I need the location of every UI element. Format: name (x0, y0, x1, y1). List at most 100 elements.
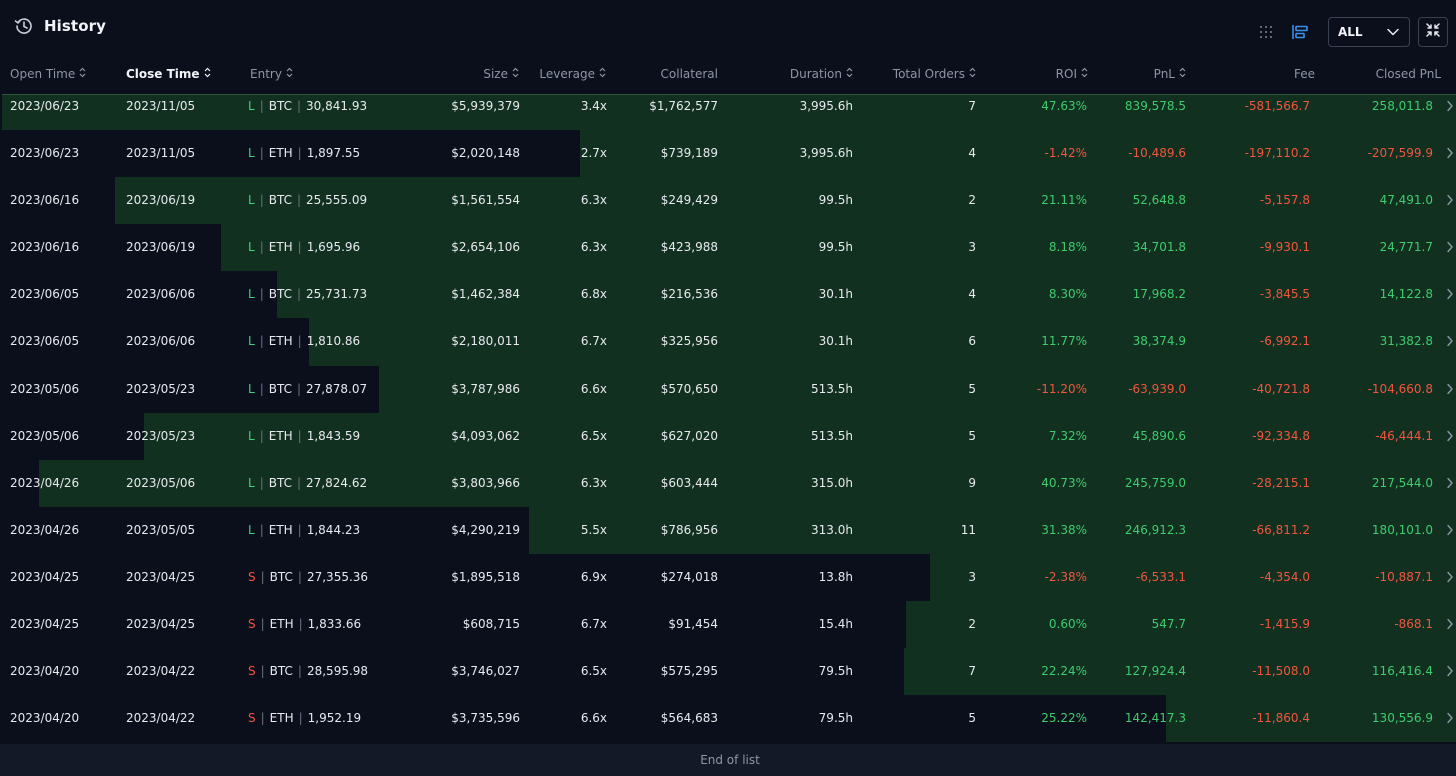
column-header-close-time[interactable]: Close Time (126, 67, 211, 81)
column-header-leverage[interactable]: Leverage (539, 67, 606, 81)
cell-roi: -11.20% (1036, 381, 1087, 396)
filter-select[interactable]: ALL (1328, 17, 1410, 47)
entry-price: 1,695.96 (306, 240, 361, 255)
table-row[interactable]: 2023/06/23 2023/11/05 L | ETH | 1,897.55 $2,020… (0, 130, 1456, 178)
cell-duration: 513.5h (811, 428, 853, 443)
chevron-right-icon[interactable] (1446, 430, 1454, 445)
asset-symbol: BTC (268, 99, 292, 113)
cell-leverage: 6.6x (580, 381, 607, 396)
cell-total-orders: 3 (968, 569, 976, 584)
entry-price: 1,844.23 (306, 522, 361, 537)
column-header-total-orders[interactable]: Total Orders (893, 67, 976, 81)
sort-icon (599, 67, 606, 81)
separator: | (297, 569, 302, 584)
entry-price: 27,355.36 (306, 569, 369, 584)
cell-leverage: 6.3x (580, 193, 607, 208)
cell-leverage: 6.5x (580, 664, 607, 679)
cell-close-time: 2023/05/05 (126, 522, 196, 537)
column-header-open-time[interactable]: Open Time (10, 67, 86, 81)
row-pnl-bar (905, 601, 1456, 649)
table-row[interactable]: 2023/06/05 2023/06/06 L | ETH | 1,810.86 $2,180… (0, 318, 1456, 366)
cell-open-time: 2023/04/25 (10, 617, 80, 632)
cell-leverage: 2.7x (580, 146, 607, 161)
cell-size: $1,561,554 (451, 193, 520, 208)
cell-entry: L | BTC | 25,731.73 (248, 287, 367, 301)
chevron-right-icon[interactable] (1446, 194, 1454, 209)
column-header-size[interactable]: Size (483, 67, 519, 81)
cell-closed-pnl: -46,444.1 (1375, 428, 1433, 443)
table-row[interactable]: 2023/06/16 2023/06/19 L | BTC | 25,555.09 $1,56… (0, 177, 1456, 225)
column-header-label: Duration (789, 67, 842, 81)
table-row[interactable]: 2023/04/25 2023/04/25 S | ETH | 1,833.66 $608,7… (0, 601, 1456, 649)
cell-collateral: $564,683 (660, 711, 718, 726)
cell-collateral: $249,429 (660, 193, 718, 208)
chevron-right-icon[interactable] (1446, 288, 1454, 303)
cell-open-time: 2023/06/23 (10, 146, 80, 161)
grid-icon[interactable] (1252, 17, 1280, 47)
cell-fee: -28,215.1 (1252, 475, 1310, 490)
column-header-label: Collateral (660, 67, 718, 81)
cell-leverage: 6.3x (580, 240, 607, 255)
cell-open-time: 2023/06/16 (10, 193, 80, 208)
row-pnl-bar (378, 365, 1456, 413)
chevron-right-icon[interactable] (1446, 477, 1454, 492)
panel-header: History ALL (0, 0, 1456, 56)
chevron-right-icon[interactable] (1446, 712, 1454, 727)
sort-icon (1179, 67, 1186, 81)
chevron-right-icon[interactable] (1446, 241, 1454, 256)
cell-closed-pnl: 217,544.0 (1371, 475, 1433, 490)
separator: | (298, 711, 303, 726)
cell-close-time: 2023/05/23 (126, 381, 196, 396)
layout-icon[interactable] (1286, 17, 1314, 47)
table-row[interactable]: 2023/04/26 2023/05/05 L | ETH | 1,844.23 $4,290… (0, 506, 1456, 554)
table-row[interactable]: 2023/04/20 2023/04/22 S | BTC | 28,595.98 $3,74… (0, 648, 1456, 696)
cell-pnl: 246,912.3 (1124, 522, 1186, 537)
cell-fee: -11,508.0 (1252, 664, 1310, 679)
cell-open-time: 2023/04/20 (10, 711, 80, 726)
table-row[interactable]: 2023/04/20 2023/04/22 S | ETH | 1,952.19 $3,735… (0, 695, 1456, 743)
asset-symbol: BTC (268, 193, 292, 208)
chevron-right-icon[interactable] (1446, 524, 1454, 539)
chevron-right-icon[interactable] (1446, 665, 1454, 680)
cell-collateral: $91,454 (668, 617, 718, 632)
column-header-entry[interactable]: Entry (250, 67, 293, 81)
cell-fee: -92,334.8 (1252, 428, 1310, 443)
cell-collateral: $739,189 (660, 146, 718, 161)
table-row[interactable]: 2023/06/23 2023/11/05 L | BTC | 30,841.93 $5,93… (0, 83, 1456, 130)
cell-total-orders: 4 (968, 146, 976, 161)
chevron-right-icon[interactable] (1446, 571, 1454, 586)
chevron-right-icon[interactable] (1446, 335, 1454, 350)
cell-total-orders: 5 (968, 711, 976, 726)
cell-size: $608,715 (462, 617, 520, 632)
chevron-right-icon[interactable] (1446, 147, 1454, 162)
cell-size: $1,462,384 (451, 287, 520, 302)
separator: | (297, 240, 302, 255)
column-header-duration[interactable]: Duration (790, 67, 853, 81)
column-header-roi[interactable]: ROI (1056, 67, 1088, 81)
table-row[interactable]: 2023/04/26 2023/05/06 L | BTC | 27,824.62 $3,80… (0, 459, 1456, 507)
table-row[interactable]: 2023/06/05 2023/06/06 L | BTC | 25,731.73 $1,46… (0, 271, 1456, 319)
chevron-right-icon[interactable] (1446, 100, 1454, 115)
cell-size: $5,939,379 (451, 99, 520, 113)
table-row[interactable]: 2023/05/06 2023/05/23 L | BTC | 27,878.07 $3,78… (0, 365, 1456, 413)
row-pnl-bar (930, 553, 1456, 602)
table-row[interactable]: 2023/06/16 2023/06/19 L | ETH | 1,695.96 $2,654… (0, 224, 1456, 272)
collapse-button[interactable] (1418, 17, 1448, 47)
chevron-right-icon[interactable] (1446, 383, 1454, 398)
table-row[interactable]: 2023/04/25 2023/04/25 S | BTC | 27,355.36 $1,89… (0, 553, 1456, 602)
separator: | (297, 522, 302, 537)
cell-duration: 15.4h (818, 617, 853, 632)
cell-fee: -3,845.5 (1259, 287, 1310, 302)
cell-closed-pnl: 31,382.8 (1379, 334, 1433, 349)
cell-duration: 79.5h (818, 711, 853, 726)
column-header-pnl[interactable]: PnL (1154, 67, 1186, 81)
chevron-right-icon[interactable] (1446, 618, 1454, 633)
cell-pnl: 52,648.8 (1132, 193, 1186, 208)
asset-symbol: BTC (269, 569, 293, 584)
table-row[interactable]: 2023/05/06 2023/05/23 L | ETH | 1,843.59 $4,093… (0, 412, 1456, 460)
cell-roi: 7.32% (1048, 428, 1087, 443)
asset-symbol: ETH (268, 522, 293, 537)
cell-total-orders: 7 (968, 99, 976, 113)
asset-symbol: ETH (268, 240, 293, 255)
column-header-label: Entry (250, 67, 282, 81)
